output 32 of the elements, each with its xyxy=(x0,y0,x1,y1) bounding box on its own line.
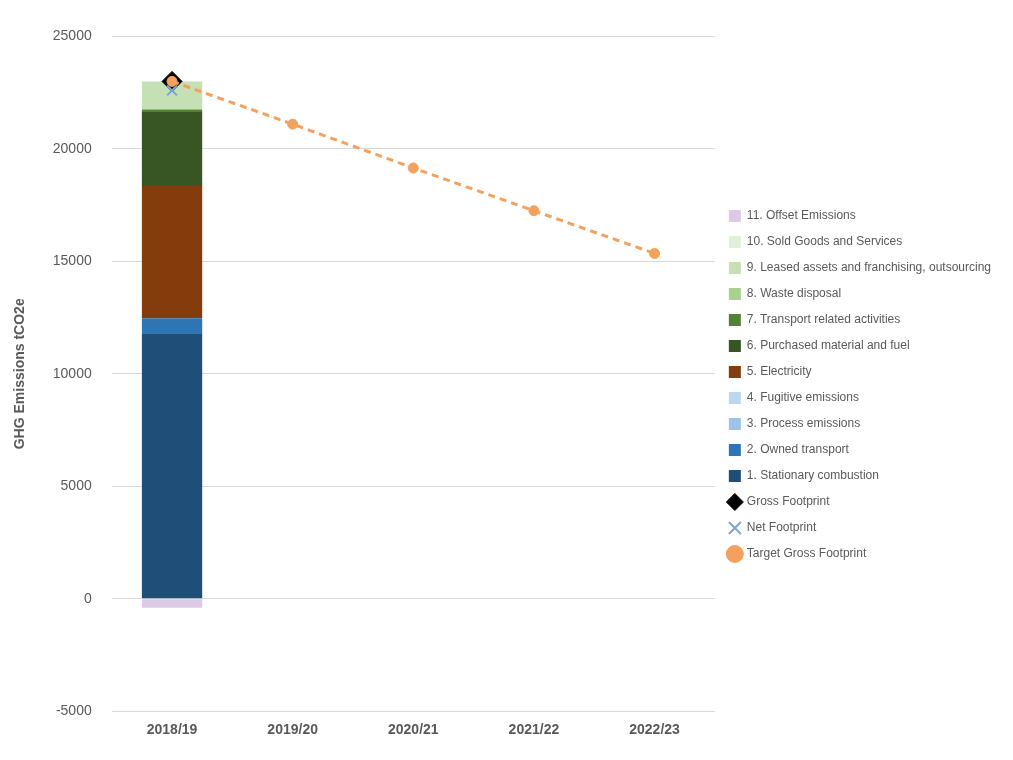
legend-label: 3. Process emissions xyxy=(746,416,861,431)
x-tick-label: 2021/22 xyxy=(508,721,560,738)
legend-label: Target Gross Footprint xyxy=(746,546,867,561)
point xyxy=(287,118,299,130)
legend-label: 11. Offset Emissions xyxy=(746,208,856,223)
legend-label: 7. Transport related activities xyxy=(746,312,901,327)
legend-label: 2. Owned transport xyxy=(746,442,850,457)
y-tick-label: 5000 xyxy=(60,477,92,494)
legend-label: 10. Sold Goods and Services xyxy=(746,234,903,249)
x-tick-label: 2019/20 xyxy=(267,721,319,738)
point xyxy=(407,162,419,174)
legend-label: Net Footprint xyxy=(746,520,817,535)
legend-label: Gross Footprint xyxy=(746,494,831,509)
legend-label: 6. Purchased material and fuel xyxy=(746,338,910,353)
legend-label: 4. Fugitive emissions xyxy=(746,390,859,405)
x-tick-label: 2020/21 xyxy=(387,721,439,738)
point xyxy=(649,247,661,259)
y-tick-label: -5000 xyxy=(55,702,92,719)
y-tick-label: 25000 xyxy=(52,27,92,44)
y-tick-label: 20000 xyxy=(52,139,92,156)
y-tick-label: 0 xyxy=(83,589,92,606)
y-axis-title: GHG Emissions tCO2e xyxy=(11,298,28,450)
legend-label: 9. Leased assets and franchising, outsourcing xyxy=(746,260,991,275)
y-tick-label: 10000 xyxy=(52,364,92,381)
point xyxy=(528,205,540,217)
point xyxy=(166,84,178,97)
y-tick-label: 15000 xyxy=(52,252,92,269)
x-tick-label: 2022/23 xyxy=(629,721,681,738)
legend-label: 1. Stationary combustion xyxy=(746,468,879,483)
legend-label: 5. Electricity xyxy=(746,364,812,379)
legend-label: 8. Waste disposal xyxy=(746,286,842,301)
x-tick-label: 2018/19 xyxy=(146,721,198,738)
